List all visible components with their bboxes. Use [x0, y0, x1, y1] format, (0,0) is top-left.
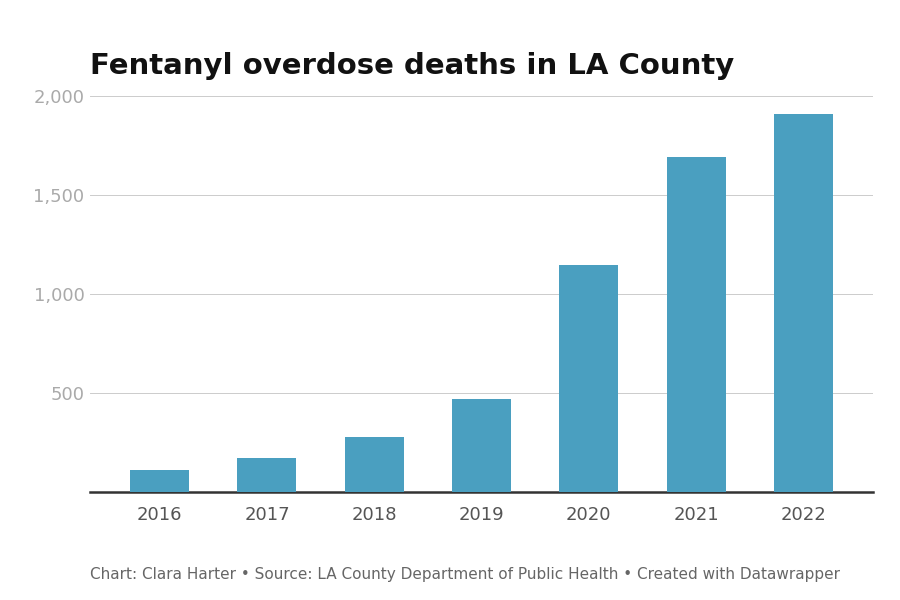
Bar: [345, 437, 404, 492]
Bar: [774, 114, 832, 492]
Bar: [238, 458, 296, 492]
Bar: [452, 399, 511, 492]
Bar: [559, 265, 618, 492]
Bar: [667, 157, 725, 492]
Text: Chart: Clara Harter • Source: LA County Department of Public Health • Created wi: Chart: Clara Harter • Source: LA County …: [90, 567, 840, 582]
Bar: [130, 470, 189, 492]
Text: Fentanyl overdose deaths in LA County: Fentanyl overdose deaths in LA County: [90, 52, 734, 80]
